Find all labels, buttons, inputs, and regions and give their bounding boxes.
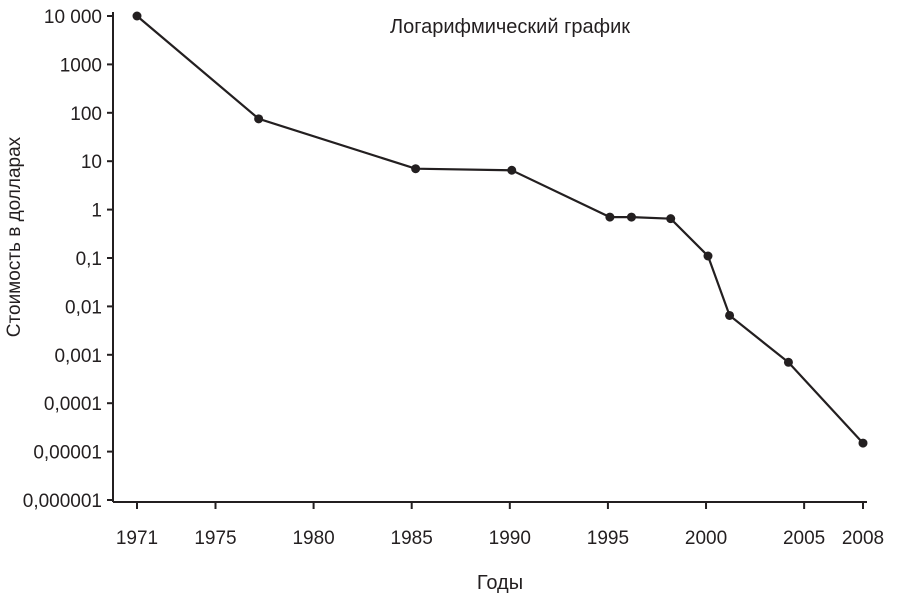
- data-point: [703, 251, 713, 261]
- x-tick-label: 1975: [194, 528, 236, 549]
- x-tick-label: 1980: [292, 528, 334, 549]
- y-axis-ticks: 10 000 1000 100 10 1 0,1 0,01 0,001 0,0001 0,0000…: [23, 7, 113, 512]
- data-point: [507, 165, 517, 175]
- data-point: [783, 357, 793, 367]
- y-tick-label: 0,001: [54, 346, 102, 367]
- x-tick-label: 2005: [783, 528, 825, 549]
- data-point: [626, 212, 636, 222]
- y-tick-label: 10: [81, 152, 102, 173]
- y-tick-label: 10 000: [44, 7, 102, 28]
- y-tick-label: 0,01: [65, 297, 102, 318]
- x-tick-label: 1990: [489, 528, 531, 549]
- x-tick-label: 2008: [842, 528, 884, 549]
- data-point: [666, 214, 676, 224]
- data-point: [725, 310, 735, 320]
- y-tick-label: 100: [70, 104, 102, 125]
- series-line: [136, 15, 864, 444]
- x-tick-label: 2000: [685, 528, 727, 549]
- data-points: [132, 11, 868, 448]
- data-point: [132, 11, 142, 21]
- data-point: [858, 438, 868, 448]
- y-tick-label: 0,1: [76, 249, 102, 270]
- x-axis-ticks: 1971 1975 1980 1985 1990 1995 2000 2005 2008: [116, 502, 884, 549]
- x-axis-label: Годы: [476, 572, 524, 594]
- y-tick-label: 0,0001: [44, 394, 102, 415]
- x-tick-label: 1971: [116, 528, 158, 549]
- data-point: [254, 114, 264, 124]
- x-tick-label: 1985: [391, 528, 433, 549]
- y-tick-label: 0,00001: [33, 443, 102, 464]
- y-tick-label: 0,000001: [23, 491, 102, 512]
- data-point: [411, 164, 421, 174]
- y-tick-label: 1: [91, 201, 102, 222]
- y-axis-label: Стоимость в долларах: [4, 136, 25, 338]
- y-tick-label: 1000: [60, 55, 102, 76]
- chart-title: Логарифмический график: [389, 16, 630, 38]
- data-point: [605, 212, 615, 222]
- x-tick-label: 1995: [587, 528, 629, 549]
